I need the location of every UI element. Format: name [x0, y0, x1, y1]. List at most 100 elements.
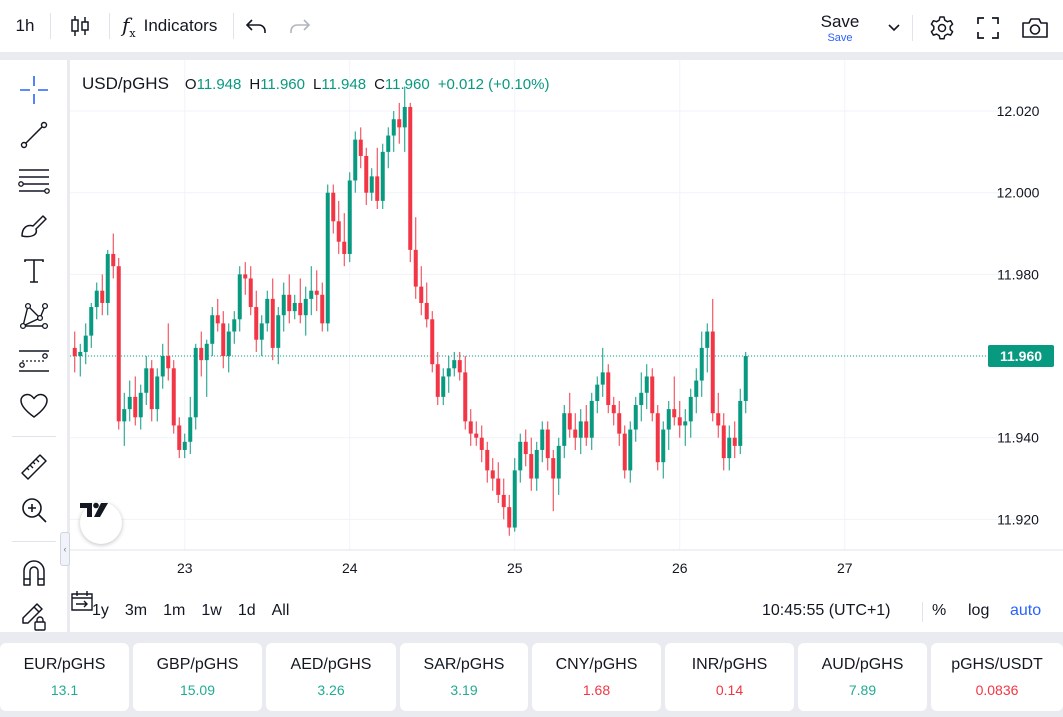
candle-body	[661, 429, 666, 463]
candle-body	[336, 221, 341, 242]
ticker-name: AUD/pGHS	[821, 656, 904, 673]
candle-body	[314, 290, 319, 295]
candle-body	[177, 425, 182, 450]
candle-body	[677, 417, 682, 426]
candle-body	[309, 290, 314, 299]
undo-button[interactable]	[234, 6, 278, 46]
range-all-button[interactable]: All	[271, 602, 290, 619]
ticker-price: 0.14	[715, 682, 744, 698]
high-key: H	[249, 76, 261, 93]
candle-body	[166, 356, 171, 369]
candle-body	[149, 368, 154, 410]
candlestick-chart[interactable]: 12.020 12.000 11.980 11.960 11.940 11.920 23 24…	[70, 60, 1063, 632]
close-key: C	[374, 76, 385, 93]
symbol-title[interactable]: USD/pGHS	[82, 74, 169, 93]
chart-bottom-bar: 1y 3m 1m 1w 1d All 10:45:55 (UTC+1) % lo…	[70, 590, 1063, 632]
candle-body	[215, 315, 220, 324]
candle-body	[490, 470, 495, 479]
candle-body	[672, 409, 677, 418]
text-icon	[24, 259, 44, 283]
candle-body	[512, 470, 517, 528]
zoom-in-tool[interactable]	[12, 490, 56, 530]
change-value: +0.012 (+0.10%)	[437, 76, 550, 93]
candle-body	[611, 405, 616, 414]
ticker-cny-pghs[interactable]: CNY/pGHS 1.68	[532, 643, 661, 711]
ticker-inr-pghs[interactable]: INR/pGHS 0.14	[665, 643, 794, 711]
prediction-tool[interactable]	[12, 341, 56, 381]
ticker-aud-pghs[interactable]: AUD/pGHS 7.89	[798, 643, 927, 711]
top-toolbar: 1h fx Indicators	[0, 0, 1063, 56]
range-1y-button[interactable]: 1y	[92, 602, 109, 619]
fx-icon: fx	[122, 12, 136, 40]
range-3m-button[interactable]: 3m	[124, 602, 148, 619]
candle-body	[380, 151, 385, 201]
save-options-button[interactable]	[878, 8, 910, 48]
candle-body	[287, 294, 292, 312]
auto-scale-button[interactable]: auto	[1010, 602, 1042, 619]
last-price-badge	[988, 345, 1054, 368]
candle-body	[116, 266, 121, 422]
trend-line-tool[interactable]	[12, 115, 56, 155]
indicators-button[interactable]: fx Indicators	[110, 6, 233, 46]
x-tick-label: 25	[507, 560, 523, 576]
candle-body	[617, 413, 622, 434]
lock-drawings-tool[interactable]	[12, 596, 56, 636]
candle-body	[529, 454, 534, 479]
undo-icon	[246, 19, 267, 33]
candle-body	[732, 437, 737, 446]
candle-body	[133, 396, 138, 418]
bottom-divider	[922, 602, 923, 622]
candle-body	[83, 335, 88, 352]
candle-body	[633, 405, 638, 430]
settings-button[interactable]	[922, 8, 962, 48]
redo-button[interactable]	[278, 6, 322, 46]
ticker-eur-pghs[interactable]: EUR/pGHS 13.1	[0, 643, 129, 711]
ticker-aed-pghs[interactable]: AED/pGHS 3.26	[266, 643, 396, 711]
fullscreen-button[interactable]	[968, 8, 1008, 48]
brush-tool[interactable]	[12, 206, 56, 246]
ruler-icon	[21, 454, 47, 480]
toolbar-divider	[233, 13, 235, 39]
last-price-label: 11.960	[1000, 348, 1042, 364]
go-to-date-button[interactable]	[71, 591, 351, 626]
text-tool[interactable]	[12, 251, 56, 291]
candle-body	[364, 155, 369, 193]
ticker-name: pGHS/USDT	[951, 656, 1043, 673]
candle-body	[397, 119, 402, 128]
snapshot-button[interactable]	[1013, 8, 1057, 48]
log-scale-button[interactable]: log	[968, 602, 990, 619]
candle-body	[468, 421, 473, 434]
ticker-sar-pghs[interactable]: SAR/pGHS 3.19	[400, 643, 528, 711]
percent-scale-button[interactable]: %	[932, 602, 947, 619]
measure-tool[interactable]	[12, 447, 56, 487]
candle-body	[683, 421, 688, 426]
save-button[interactable]: Save Save	[812, 8, 868, 48]
range-1w-button[interactable]: 1w	[201, 602, 222, 619]
favorites-tool[interactable]	[12, 386, 56, 426]
candle-body	[518, 441, 523, 471]
chart-pane[interactable]: 12.020 12.000 11.980 11.960 11.940 11.920 23 24…	[70, 60, 1063, 632]
candle-body	[694, 380, 699, 397]
timezone-clock[interactable]: 10:45:55 (UTC+1)	[762, 602, 891, 619]
ticker-gbp-pghs[interactable]: GBP/pGHS 15.09	[133, 643, 262, 711]
candle-body	[226, 331, 231, 357]
chart-type-button[interactable]	[51, 6, 109, 46]
save-label: Save	[820, 11, 860, 31]
toolbar-divider	[912, 15, 913, 41]
candle-body	[78, 351, 83, 357]
fib-retracement-tool[interactable]	[12, 160, 56, 200]
collapse-toolbar-button[interactable]: ‹	[60, 532, 70, 566]
interval-button[interactable]: 1h	[15, 16, 35, 35]
candle-body	[210, 315, 215, 344]
range-1d-button[interactable]: 1d	[237, 602, 256, 619]
range-1m-button[interactable]: 1m	[163, 602, 186, 619]
ticker-pghs-usdt[interactable]: pGHS/USDT 0.0836	[931, 643, 1063, 711]
crosshair-tool[interactable]	[12, 70, 56, 110]
gear-icon	[930, 16, 954, 40]
tradingview-logo[interactable]	[80, 502, 122, 544]
candle-body	[573, 429, 578, 438]
candle-body	[276, 315, 281, 348]
pattern-tool[interactable]	[12, 296, 56, 336]
y-tick-label: 11.980	[997, 266, 1039, 282]
magnet-tool[interactable]	[12, 553, 56, 593]
